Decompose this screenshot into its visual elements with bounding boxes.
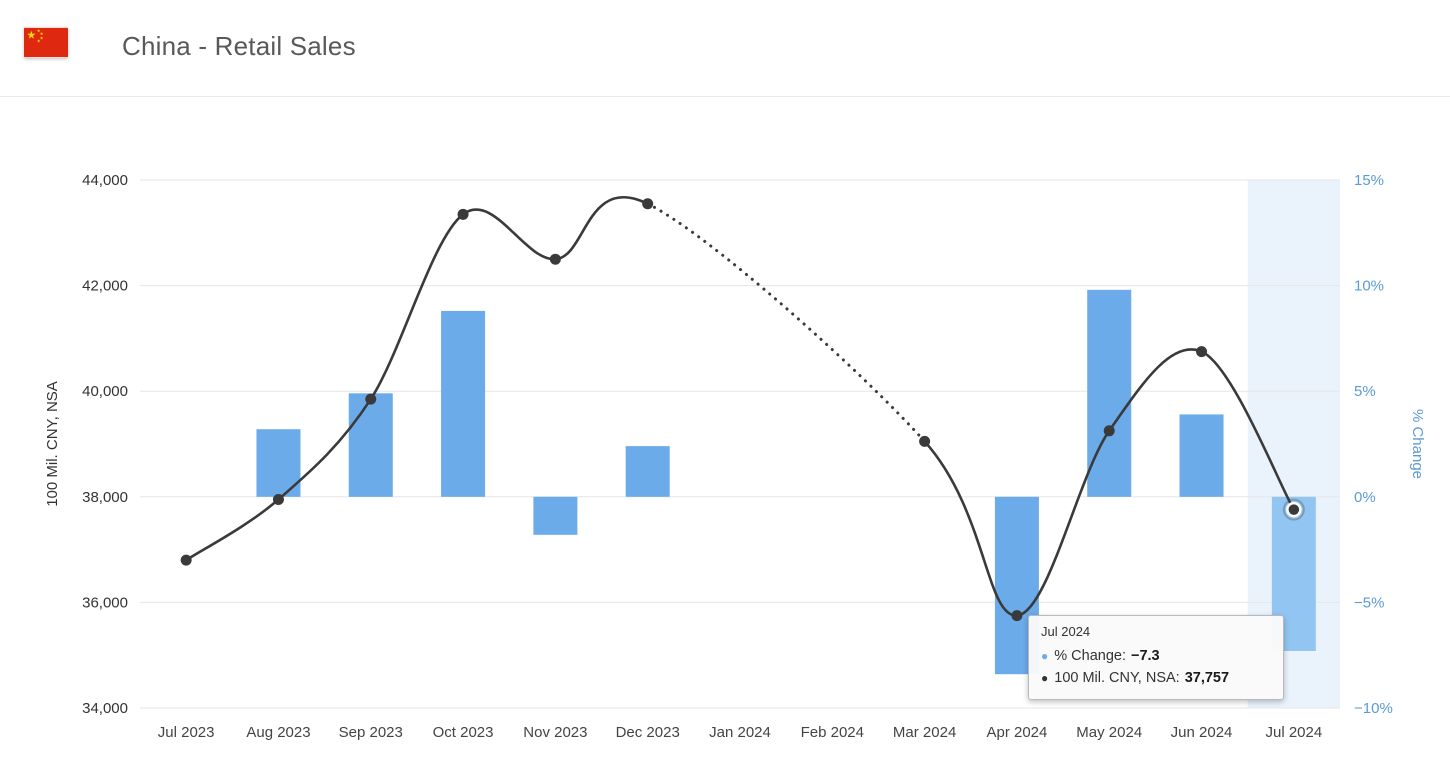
tooltip-label: 100 Mil. CNY, NSA: xyxy=(1054,670,1180,687)
x-axis-label: Jan 2024 xyxy=(709,724,771,741)
tooltip-row-sales-value: 100 Mil. CNY, NSA:37,757 xyxy=(1041,667,1271,689)
point-halo xyxy=(1282,498,1305,521)
line-series-marker-icon xyxy=(1041,671,1048,685)
x-axis-label: Jun 2024 xyxy=(1171,724,1233,741)
tooltip-value: 37,757 xyxy=(1184,670,1230,687)
bar-dec-2023[interactable] xyxy=(625,446,670,497)
tooltip-value: −7.3 xyxy=(1131,648,1160,664)
bar-jun-2024[interactable] xyxy=(1179,414,1224,497)
bar-oct-2023[interactable] xyxy=(441,310,486,497)
x-axis-label: Aug 2023 xyxy=(246,724,310,741)
x-axis-label: Feb 2024 xyxy=(801,724,864,741)
x-axis-label: Nov 2023 xyxy=(523,724,587,741)
left-axis-tick-label: 40,000 xyxy=(82,383,128,400)
point-sep-2023[interactable] xyxy=(365,393,377,405)
point-oct-2023[interactable] xyxy=(457,208,469,220)
right-axis-tick-label: 5% xyxy=(1354,383,1376,400)
sales-line-solid xyxy=(185,195,1295,617)
x-axis-label: Mar 2024 xyxy=(893,724,956,741)
bar-series-marker-icon xyxy=(1041,649,1048,663)
left-axis-tick-label: 34,000 xyxy=(82,700,128,717)
point-jul-2023[interactable] xyxy=(180,554,192,566)
x-axis-label: Apr 2024 xyxy=(986,724,1047,741)
x-axis-label: May 2024 xyxy=(1076,724,1142,741)
tooltip-label: % Change: xyxy=(1054,648,1126,664)
right-axis-title: % Change xyxy=(1409,409,1426,479)
chart-tooltip: Jul 2024 % Change: −7.3 100 Mil. CNY, NSA… xyxy=(1028,615,1284,700)
right-axis-tick-label: 0% xyxy=(1354,489,1376,506)
bar-may-2024[interactable] xyxy=(1087,289,1132,497)
left-axis-tick-label: 38,000 xyxy=(82,489,128,506)
sales-line-dotted xyxy=(646,202,927,443)
right-axis-tick-label: 10% xyxy=(1354,278,1384,295)
china-flag-icon xyxy=(24,27,68,58)
header: China - Retail Sales xyxy=(0,0,1450,97)
x-axis-label: Dec 2023 xyxy=(616,724,680,741)
point-aug-2023[interactable] xyxy=(272,493,284,505)
point-jul-2024[interactable] xyxy=(1286,501,1302,518)
bar-nov-2023[interactable] xyxy=(533,496,578,535)
tooltip-date: Jul 2024 xyxy=(1041,624,1091,639)
right-axis-tick-label: 15% xyxy=(1354,172,1384,189)
bar-sep-2023[interactable] xyxy=(348,393,393,497)
point-dec-2023[interactable] xyxy=(642,198,654,210)
tooltip-row-percent-change: % Change: −7.3 xyxy=(1041,645,1271,667)
x-axis-label: Oct 2023 xyxy=(433,724,494,741)
point-mar-2024[interactable] xyxy=(919,435,931,447)
point-nov-2023[interactable] xyxy=(549,253,561,265)
left-axis-tick-label: 44,000 xyxy=(82,172,128,189)
x-axis-label: Sep 2023 xyxy=(339,724,403,741)
point-jun-2024[interactable] xyxy=(1196,346,1208,358)
left-axis-title: 100 Mil. CNY, NSA xyxy=(44,381,61,507)
x-axis-label: Jul 2023 xyxy=(158,724,215,741)
x-axis-label: Jul 2024 xyxy=(1265,724,1322,741)
left-axis-tick-label: 42,000 xyxy=(82,278,128,295)
right-axis-tick-label: −10% xyxy=(1354,700,1393,717)
page-title: China - Retail Sales xyxy=(122,31,356,61)
left-axis-tick-label: 36,000 xyxy=(82,594,128,611)
flag-star xyxy=(27,30,36,39)
point-may-2024[interactable] xyxy=(1103,425,1115,437)
point-apr-2024[interactable] xyxy=(1011,610,1023,622)
right-axis-tick-label: −5% xyxy=(1354,594,1384,611)
